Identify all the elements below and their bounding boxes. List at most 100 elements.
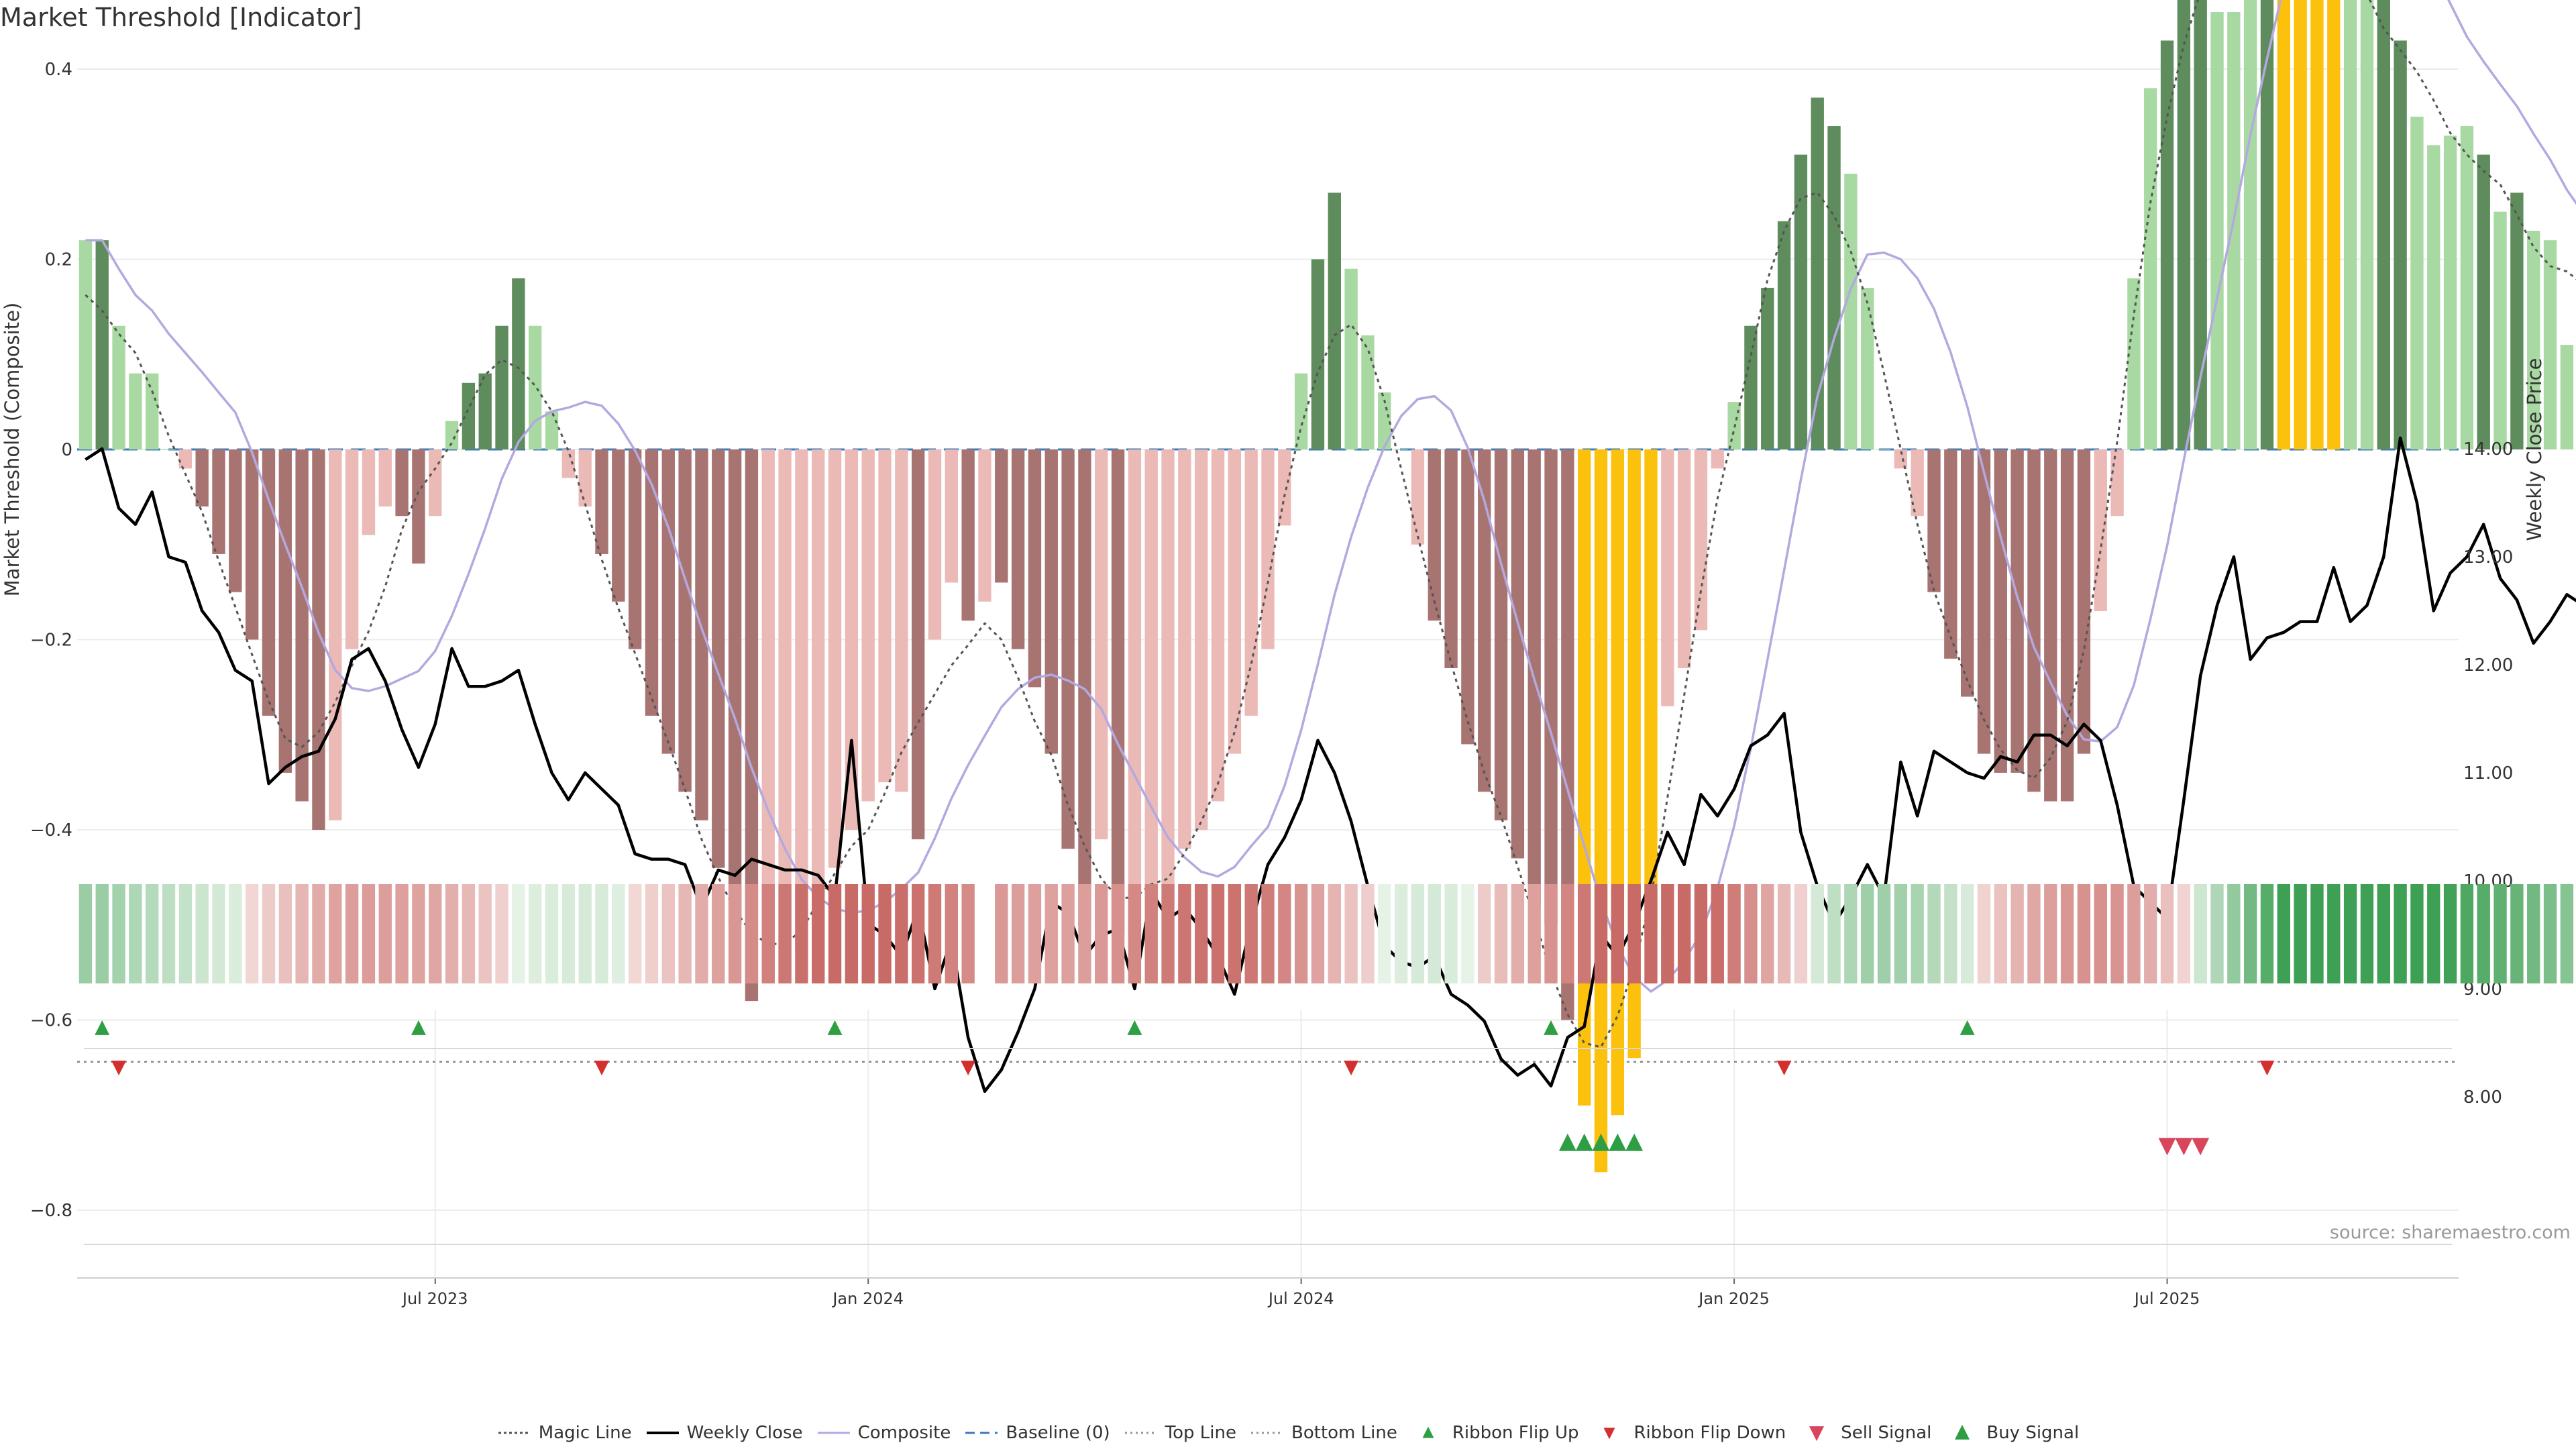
buy-signal-marker: [1625, 1133, 1644, 1151]
ribbon-cell: [2294, 884, 2307, 983]
composite-bar: [2277, 0, 2291, 449]
ribbon-cell: [2077, 884, 2091, 983]
legend-item-flip_down[interactable]: Ribbon Flip Down: [1592, 1423, 1786, 1443]
ribbon-cell: [2277, 884, 2291, 983]
composite-bar: [1478, 449, 1491, 792]
composite-bar: [628, 449, 642, 649]
ribbon-cell: [1378, 884, 1391, 983]
legend-swatch: [965, 1432, 998, 1434]
composite-bar: [1211, 449, 1225, 802]
composite-bar: [529, 325, 542, 449]
ribbon-cell: [1694, 884, 1708, 983]
ribbon-cell: [1278, 884, 1291, 983]
ribbon-cell: [728, 884, 742, 983]
composite-bar: [412, 449, 425, 564]
composite-bar: [1028, 449, 1042, 688]
ribbon-cell: [1178, 884, 1191, 983]
composite-bar: [195, 449, 209, 507]
composite-bar: [1078, 449, 1091, 925]
composite-bar: [795, 449, 808, 954]
composite-bar: [1178, 449, 1191, 849]
ribbon-cell: [695, 884, 708, 983]
ribbon-cell: [1078, 884, 1091, 983]
ribbon-cell: [229, 884, 242, 983]
ribbon-cell: [1777, 884, 1791, 983]
ribbon-cell: [1444, 884, 1458, 983]
composite-bar: [1344, 268, 1358, 449]
composite-bar: [1611, 449, 1625, 1116]
ribbon-cell: [1228, 884, 1242, 983]
ribbon-cell: [1028, 884, 1042, 983]
composite-bar: [978, 449, 991, 602]
ribbon-cell: [1960, 884, 1974, 983]
ribbon-cell: [2527, 884, 2540, 983]
y-axis-title: Market Threshold (Composite): [1, 303, 23, 596]
ribbon-cell: [1944, 884, 1957, 983]
ribbon-cell: [1195, 884, 1208, 983]
composite-bar: [595, 449, 608, 554]
legend-item-close[interactable]: Weekly Close: [645, 1423, 803, 1443]
ribbon-cell: [1161, 884, 1175, 983]
composite-bar: [2343, 0, 2357, 449]
ribbon-cell: [95, 884, 109, 983]
composite-bar: [2510, 193, 2524, 449]
legend-item-baseline[interactable]: Baseline (0): [964, 1423, 1110, 1443]
legend-label: Top Line: [1165, 1423, 1236, 1443]
ribbon-cell: [1411, 884, 1425, 983]
composite-bar: [2410, 116, 2424, 449]
ribbon-cell: [1827, 884, 1841, 983]
ribbon-cell: [1627, 884, 1641, 983]
ribbon-cell: [1261, 884, 1275, 983]
composite-bar: [1811, 97, 1824, 449]
composite-bar: [2094, 449, 2107, 611]
ribbon-flip-up-marker: [827, 1020, 843, 1035]
composite-bar: [878, 449, 892, 783]
composite-bar: [2110, 449, 2124, 517]
y-tick-label: −0.4: [30, 820, 72, 841]
ribbon-flip-down-marker: [594, 1061, 609, 1076]
ribbon-cell: [2094, 884, 2107, 983]
ribbon-cell: [478, 884, 492, 983]
composite-bar: [2210, 11, 2224, 449]
ribbon-cell: [2460, 884, 2474, 983]
legend-item-topline[interactable]: Top Line: [1124, 1423, 1236, 1443]
ribbon-cell: [146, 884, 159, 983]
legend-item-buy[interactable]: Buy Signal: [1945, 1423, 2079, 1443]
composite-bar: [1894, 449, 1908, 469]
ribbon-cell: [628, 884, 642, 983]
chart-title: Market Threshold [Indicator]: [0, 3, 362, 32]
composite-bar: [178, 449, 193, 469]
magic-line: [85, 0, 2576, 1049]
composite-bar: [1161, 449, 1175, 888]
legend-swatch: [1422, 1426, 1434, 1438]
legend-item-flip_up[interactable]: Ribbon Flip Up: [1411, 1423, 1578, 1443]
composite-bar: [761, 449, 775, 982]
ribbon-cell: [1894, 884, 1908, 983]
composite-bar: [612, 449, 625, 602]
ribbon-cell: [2394, 884, 2407, 983]
legend-item-composite[interactable]: Composite: [816, 1423, 951, 1443]
y-tick-label: −0.8: [30, 1201, 72, 1221]
ribbon-cell: [1461, 884, 1474, 983]
legend-swatch-shape: [1422, 1426, 1434, 1438]
legend-swatch: [1809, 1426, 1825, 1441]
y2-tick-label: 13.00: [2463, 547, 2513, 568]
ribbon-cell: [1011, 884, 1025, 983]
composite-bar: [2060, 449, 2074, 802]
composite-bar: [212, 449, 225, 554]
legend-item-magic[interactable]: Magic Line: [497, 1423, 632, 1443]
legend-item-sell[interactable]: Sell Signal: [1799, 1423, 1931, 1443]
composite-bar: [812, 449, 825, 897]
ribbon-cell: [745, 884, 759, 983]
composite-bar: [2144, 88, 2157, 450]
composite-bar: [95, 240, 109, 449]
composite-bar: [861, 449, 875, 802]
ribbon-cell: [1044, 884, 1058, 983]
composite-bar: [1411, 449, 1425, 545]
legend-label: Baseline (0): [1006, 1423, 1110, 1443]
ribbon-cell: [329, 884, 342, 983]
ribbon-cell: [2310, 884, 2324, 983]
legend-item-bottomline[interactable]: Bottom Line: [1250, 1423, 1397, 1443]
composite-bar: [828, 449, 842, 868]
